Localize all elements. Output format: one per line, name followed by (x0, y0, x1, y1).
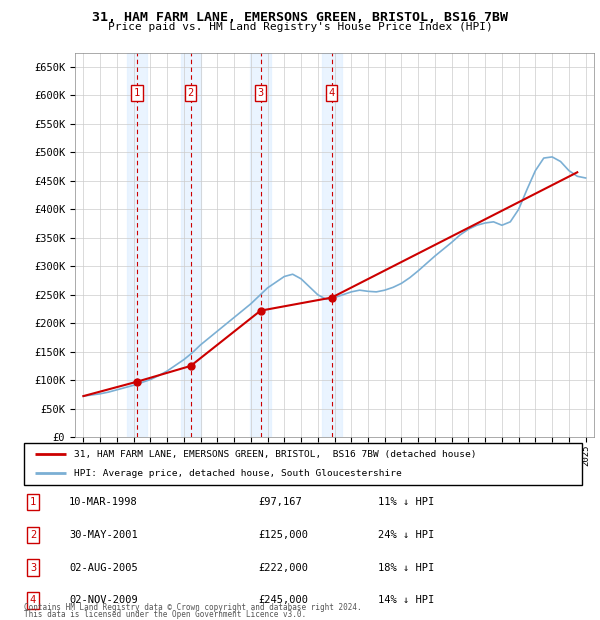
Text: £125,000: £125,000 (258, 529, 308, 540)
Text: 3: 3 (30, 562, 36, 573)
Text: This data is licensed under the Open Government Licence v3.0.: This data is licensed under the Open Gov… (24, 609, 306, 619)
Text: 2: 2 (30, 529, 36, 540)
Text: 14% ↓ HPI: 14% ↓ HPI (378, 595, 434, 606)
Text: 3: 3 (257, 88, 263, 98)
Text: 24% ↓ HPI: 24% ↓ HPI (378, 529, 434, 540)
Bar (127, 53, 147, 437)
Text: 10-MAR-1998: 10-MAR-1998 (69, 497, 138, 507)
Text: 4: 4 (30, 595, 36, 606)
Bar (181, 53, 201, 437)
Text: £245,000: £245,000 (258, 595, 308, 606)
Text: 30-MAY-2001: 30-MAY-2001 (69, 529, 138, 540)
Text: HPI: Average price, detached house, South Gloucestershire: HPI: Average price, detached house, Sout… (74, 469, 402, 478)
Text: 18% ↓ HPI: 18% ↓ HPI (378, 562, 434, 573)
Text: £97,167: £97,167 (258, 497, 302, 507)
Text: 02-AUG-2005: 02-AUG-2005 (69, 562, 138, 573)
Text: Contains HM Land Registry data © Crown copyright and database right 2024.: Contains HM Land Registry data © Crown c… (24, 603, 362, 612)
Text: £222,000: £222,000 (258, 562, 308, 573)
Bar (322, 53, 341, 437)
Text: 11% ↓ HPI: 11% ↓ HPI (378, 497, 434, 507)
Text: 1: 1 (134, 88, 140, 98)
Text: 1: 1 (30, 497, 36, 507)
Text: 31, HAM FARM LANE, EMERSONS GREEN, BRISTOL, BS16 7BW: 31, HAM FARM LANE, EMERSONS GREEN, BRIST… (92, 11, 508, 24)
Text: 31, HAM FARM LANE, EMERSONS GREEN, BRISTOL,  BS16 7BW (detached house): 31, HAM FARM LANE, EMERSONS GREEN, BRIST… (74, 450, 477, 459)
Bar (250, 53, 271, 437)
Text: 4: 4 (329, 88, 335, 98)
Text: Price paid vs. HM Land Registry's House Price Index (HPI): Price paid vs. HM Land Registry's House … (107, 22, 493, 32)
Text: 02-NOV-2009: 02-NOV-2009 (69, 595, 138, 606)
FancyBboxPatch shape (24, 443, 582, 485)
Text: 2: 2 (188, 88, 194, 98)
